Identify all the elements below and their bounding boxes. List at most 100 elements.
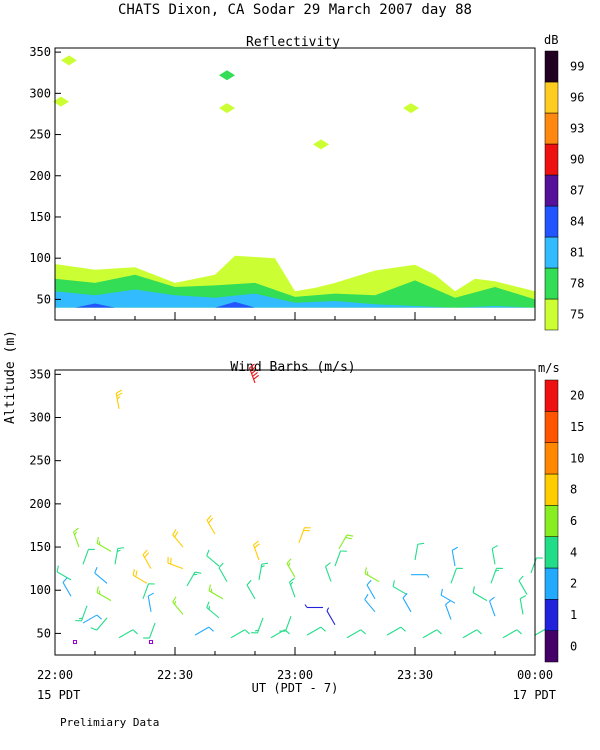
x-axis-label: UT (PDT - 7) [252,681,339,695]
wind-barb [94,566,108,584]
wind-barb [75,605,88,622]
y-tick-label: 200 [29,497,51,511]
wind-barb [206,515,216,535]
wind-barb [445,600,452,620]
colorbar-swatch [544,112,559,145]
wind-barb [366,579,376,600]
y-tick-label: 350 [29,367,51,381]
wind-barb [206,549,220,567]
wind-barb [147,592,155,612]
wind-barb [289,577,296,598]
y-tick-label: 250 [29,454,51,468]
reflectivity-patch [219,70,235,81]
wind-barb [73,527,80,548]
wind-barb [334,550,347,567]
wind-barb [518,575,528,595]
wind-barb [491,545,499,565]
wind-barb [346,629,366,639]
wind-barb [114,547,125,565]
colorbar-tick-label: 6 [570,514,577,528]
wind-barb [450,567,463,584]
reflectivity-panel: Reflectivity 50 100 150 200 250 300 350 75 78 81… [29,33,584,331]
colorbar-swatch [544,567,559,600]
y-tick-label: 300 [29,411,51,425]
wind-barb [258,562,269,580]
wind-title: Wind Barbs (m/s) [230,360,355,375]
preliminary-note: Prelimiary Data [60,716,159,729]
wind-barb [286,558,296,578]
y-tick-label: 150 [29,210,51,224]
wind-barb [62,577,72,597]
y-tick-label: 100 [29,583,51,597]
wind-barb [96,586,112,602]
colorbar-swatch [544,143,559,176]
colorbar-tick-label: 90 [570,153,584,167]
wind-barb [414,542,425,561]
wind-axes: 50 100 150 200 250 300 350 [29,367,536,656]
wind-barb [402,592,412,613]
wind-barb [338,534,354,550]
wind-barb [143,622,156,639]
wind-barb [246,579,256,600]
reflectivity-band-84 [75,301,255,308]
reflectivity-axes: 50 100 150 200 250 300 350 [29,45,536,321]
wind-barb [411,574,430,578]
colorbar-swatch [544,205,559,238]
wind-barb [530,557,543,574]
colorbar-swatch [544,473,559,506]
reflectivity-patch [53,96,69,107]
wind-barb [142,583,155,600]
colorbar-swatch [544,50,559,83]
wind-barb [142,549,152,569]
calm-marker [73,640,77,645]
y-tick-label: 150 [29,540,51,554]
colorbar-swatch [544,174,559,207]
colorbar-tick-label: 93 [570,122,584,136]
colorbar-swatch [544,442,559,475]
colorbar-swatch [544,536,559,569]
reflectivity-fills [53,55,535,308]
wind-barb [279,615,292,632]
wind-barb [502,629,522,639]
wind-barb [208,584,224,600]
wind-barb [364,593,376,613]
wind-barb [218,562,228,582]
wind-barb [298,527,311,543]
wind-barb [115,389,123,409]
colorbar-tick-label: 0 [570,639,577,653]
calm-marker [149,640,153,645]
x-tick-labels: 22:00 22:30 23:00 23:30 00:00 [37,668,553,682]
colorbar-swatch [544,599,559,631]
y-tick-label: 100 [29,251,51,265]
wind-barb [326,607,336,626]
wind-barb [490,567,503,584]
colorbar-swatch [544,411,559,443]
wind-barb [172,529,184,548]
plot-frame [54,369,536,656]
colorbar-tick-label: 8 [570,483,577,497]
colorbar-tick-label: 75 [570,308,584,322]
colorbar-tick-label: 20 [570,389,584,403]
x-tick-label: 22:00 [37,668,73,682]
wind-barb [194,626,214,636]
wind-barb [172,596,184,615]
wind-barb [82,614,102,624]
y-axis-label: Altitude (m) [3,330,18,424]
colorbar-tick-label: 1 [570,608,577,622]
colorbar-swatch [544,379,559,412]
reflectivity-colorbar-unit: dB [544,33,558,47]
wind-barb [519,595,527,615]
y-tick-label: 250 [29,128,51,142]
wind-barb [90,617,108,631]
wind-panel: Wind Barbs (m/s) 50 100 150 200 250 300 350 0 1… [29,360,584,663]
x-tick-label: 22:30 [157,668,193,682]
colorbar-swatch [544,505,559,537]
colorbar-tick-label: 78 [570,277,584,291]
reflectivity-patch [403,103,419,114]
wind-colorbar: 0 1 2 4 6 8 10 15 20 [544,379,584,663]
wind-barb [132,569,148,584]
colorbar-tick-label: 81 [570,246,584,260]
colorbar-swatch [544,81,559,114]
wind-barbs [56,363,554,645]
wind-barb [489,596,496,617]
